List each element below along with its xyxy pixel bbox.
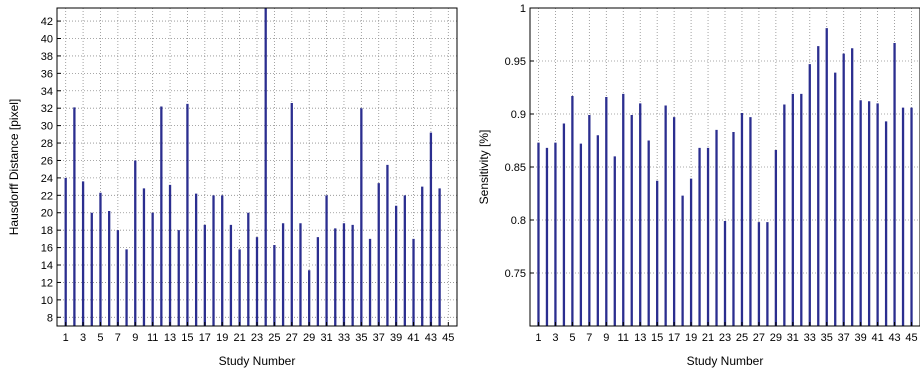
chart1-xtick-label-20: 41 — [871, 332, 883, 344]
chart0-ytick-label-0: 8 — [47, 312, 53, 324]
chart0-ytick-label-3: 14 — [41, 260, 53, 272]
chart1-xtick-label-0: 1 — [535, 332, 541, 344]
chart0-ytick-label-11: 30 — [41, 121, 53, 133]
chart0-xtick-label-6: 13 — [164, 332, 176, 344]
chart0-xtick-label-12: 25 — [268, 332, 280, 344]
chart1-xtick-label-8: 17 — [668, 332, 680, 344]
chart1-ytick-label-4: 0.95 — [505, 56, 526, 68]
chart0-ytick-label-13: 34 — [41, 86, 53, 98]
chart1-ytick-label-3: 0.9 — [511, 109, 526, 121]
chart0-ytick-label-15: 38 — [41, 51, 53, 63]
chart1-ytick-label-1: 0.8 — [511, 215, 526, 227]
chart1-ytick-label-0: 0.75 — [505, 268, 526, 280]
chart0-xtick-label-13: 27 — [286, 332, 298, 344]
chart0-xtick-label-8: 17 — [199, 332, 211, 344]
chart0-xtick-label-19: 39 — [390, 332, 402, 344]
chart1-xtick-label-16: 33 — [804, 332, 816, 344]
chart1-xtick-label-11: 23 — [719, 332, 731, 344]
chart0-xtick-label-18: 37 — [373, 332, 385, 344]
chart1-xtick-label-12: 25 — [736, 332, 748, 344]
chart0-ytick-label-8: 24 — [41, 173, 53, 185]
chart1-xtick-label-17: 35 — [821, 332, 833, 344]
chart1-xtick-label-6: 13 — [634, 332, 646, 344]
chart0-ytick-label-5: 18 — [41, 225, 53, 237]
chart0-xtick-label-4: 9 — [132, 332, 138, 344]
chart1-xtick-label-2: 5 — [569, 332, 575, 344]
chart0-xtick-label-5: 11 — [147, 332, 158, 344]
chart1-xtick-label-7: 15 — [651, 332, 663, 344]
chart1-xtick-label-3: 7 — [586, 332, 592, 344]
chart0-ytick-label-7: 22 — [41, 190, 53, 202]
chart0-ytick-label-2: 12 — [41, 277, 53, 289]
chart0-xtick-label-14: 29 — [303, 332, 315, 344]
chart1-xlabel: Study Number — [687, 354, 764, 368]
chart0-xtick-label-3: 7 — [115, 332, 121, 344]
chart1-ylabel: Sensitivity [%] — [477, 130, 491, 205]
chart1-xtick-label-14: 29 — [770, 332, 782, 344]
chart0-xtick-label-7: 15 — [181, 332, 193, 344]
chart0-xtick-label-9: 19 — [216, 332, 228, 344]
chart0-xtick-label-2: 5 — [97, 332, 103, 344]
chart0-ytick-label-16: 40 — [41, 33, 53, 45]
chart0-ytick-label-10: 28 — [41, 138, 53, 150]
chart1-xtick-label-4: 9 — [603, 332, 609, 344]
chart1-xtick-label-1: 3 — [552, 332, 558, 344]
chart0-ytick-label-6: 20 — [41, 208, 53, 220]
chart0-xtick-label-11: 23 — [251, 332, 263, 344]
chart1-ytick-label-5: 1 — [520, 3, 526, 15]
chart0-ytick-label-14: 36 — [41, 68, 53, 80]
chart0-ytick-label-17: 42 — [41, 16, 53, 28]
chart1-xtick-label-5: 11 — [618, 332, 629, 344]
chart1-xtick-label-19: 39 — [855, 332, 867, 344]
chart0-xtick-label-21: 43 — [425, 332, 437, 344]
chart1-xtick-label-15: 31 — [787, 332, 799, 344]
chart1-xtick-label-9: 19 — [685, 332, 697, 344]
chart1-xtick-label-10: 21 — [702, 332, 714, 344]
chart1-xtick-label-18: 37 — [838, 332, 850, 344]
chart0-xtick-label-16: 33 — [338, 332, 350, 344]
chart1-ytick-label-2: 0.85 — [505, 162, 526, 174]
chart0-ytick-label-12: 32 — [41, 103, 53, 115]
chart0-xtick-label-15: 31 — [320, 332, 332, 344]
chart0-xtick-label-20: 41 — [407, 332, 419, 344]
chart1-xtick-label-13: 27 — [753, 332, 765, 344]
chart0-xtick-label-0: 1 — [63, 332, 69, 344]
chart0-ytick-label-1: 10 — [41, 295, 53, 307]
chart0-ytick-label-4: 16 — [41, 243, 53, 255]
chart0-xlabel: Study Number — [219, 354, 296, 368]
chart0-ytick-label-9: 26 — [41, 155, 53, 167]
chart0-xtick-label-1: 3 — [80, 332, 86, 344]
chart1-xtick-label-21: 43 — [888, 332, 900, 344]
chart1-xtick-label-22: 45 — [905, 332, 917, 344]
chart0-xtick-label-10: 21 — [233, 332, 245, 344]
chart0-ylabel: Hausdorff Distance [pixel] — [7, 99, 21, 236]
chart0-xtick-label-22: 45 — [442, 332, 454, 344]
chart0-xtick-label-17: 35 — [355, 332, 367, 344]
